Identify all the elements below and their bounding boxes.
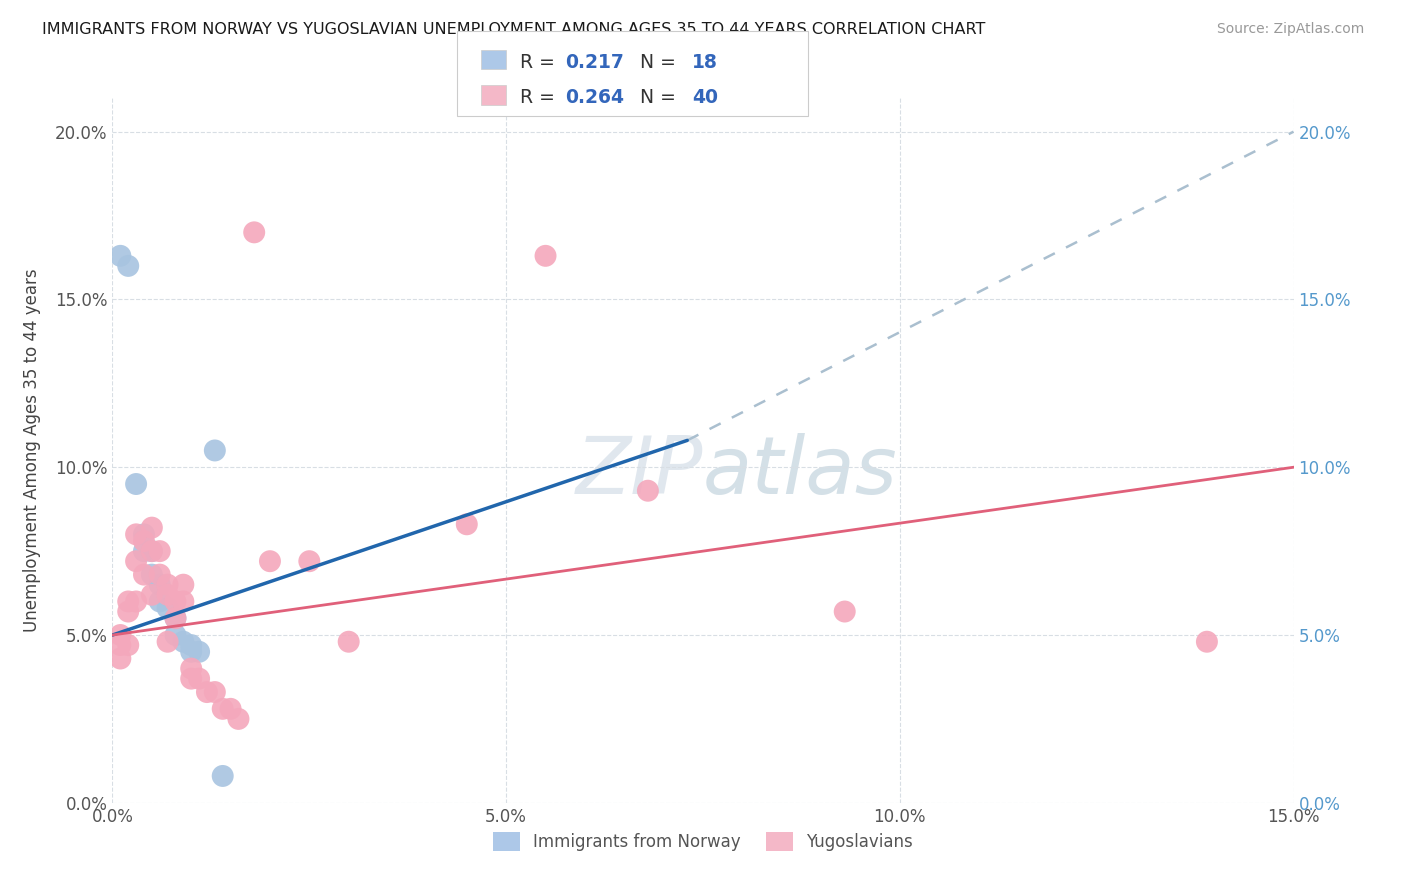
Point xyxy=(125,477,148,491)
Point xyxy=(125,527,148,541)
Point xyxy=(110,249,132,263)
Point xyxy=(188,645,211,659)
Point xyxy=(156,634,179,648)
Point xyxy=(172,634,194,648)
Point xyxy=(141,567,163,582)
Text: 18: 18 xyxy=(692,53,717,71)
Point xyxy=(156,588,179,602)
Text: atlas: atlas xyxy=(703,433,898,510)
Point xyxy=(1195,634,1218,648)
Text: N =: N = xyxy=(628,88,682,107)
Point xyxy=(141,544,163,558)
Point xyxy=(180,672,202,686)
Point xyxy=(172,594,194,608)
Point xyxy=(298,554,321,568)
Legend: Immigrants from Norway, Yugoslavians: Immigrants from Norway, Yugoslavians xyxy=(486,825,920,858)
Point xyxy=(165,611,187,625)
Point xyxy=(211,769,233,783)
Point xyxy=(132,544,155,558)
Point xyxy=(125,594,148,608)
Point xyxy=(165,611,187,625)
Point xyxy=(337,634,360,648)
Point xyxy=(204,685,226,699)
Point xyxy=(534,249,557,263)
Point xyxy=(456,517,478,532)
Point xyxy=(117,594,139,608)
Point xyxy=(156,601,179,615)
Point xyxy=(259,554,281,568)
Point xyxy=(117,638,139,652)
Point xyxy=(211,702,233,716)
Point xyxy=(149,544,172,558)
Point xyxy=(228,712,250,726)
Point xyxy=(243,225,266,239)
Point xyxy=(180,645,202,659)
Point xyxy=(180,662,202,676)
Point xyxy=(149,567,172,582)
Point xyxy=(172,577,194,591)
Point xyxy=(165,628,187,642)
Point xyxy=(110,638,132,652)
Text: IMMIGRANTS FROM NORWAY VS YUGOSLAVIAN UNEMPLOYMENT AMONG AGES 35 TO 44 YEARS COR: IMMIGRANTS FROM NORWAY VS YUGOSLAVIAN UN… xyxy=(42,22,986,37)
Point xyxy=(149,594,172,608)
Text: 0.217: 0.217 xyxy=(565,53,624,71)
Point xyxy=(156,577,179,591)
Text: N =: N = xyxy=(628,53,682,71)
Text: ZIP: ZIP xyxy=(575,433,703,510)
Y-axis label: Unemployment Among Ages 35 to 44 years: Unemployment Among Ages 35 to 44 years xyxy=(24,268,41,632)
Text: R =: R = xyxy=(520,53,561,71)
Point xyxy=(219,702,242,716)
Point xyxy=(141,588,163,602)
Point xyxy=(141,521,163,535)
Point xyxy=(834,605,856,619)
Point xyxy=(180,638,202,652)
Point xyxy=(110,651,132,665)
Text: R =: R = xyxy=(520,88,561,107)
Text: 0.264: 0.264 xyxy=(565,88,624,107)
Point xyxy=(149,577,172,591)
Point xyxy=(637,483,659,498)
Point xyxy=(141,544,163,558)
Point xyxy=(110,628,132,642)
Text: Source: ZipAtlas.com: Source: ZipAtlas.com xyxy=(1216,22,1364,37)
Point xyxy=(132,567,155,582)
Point xyxy=(188,672,211,686)
Point xyxy=(117,259,139,273)
Point xyxy=(125,554,148,568)
Point xyxy=(195,685,218,699)
Point xyxy=(165,594,187,608)
Point xyxy=(132,534,155,549)
Point xyxy=(132,527,155,541)
Point xyxy=(204,443,226,458)
Point xyxy=(117,605,139,619)
Text: 40: 40 xyxy=(692,88,717,107)
